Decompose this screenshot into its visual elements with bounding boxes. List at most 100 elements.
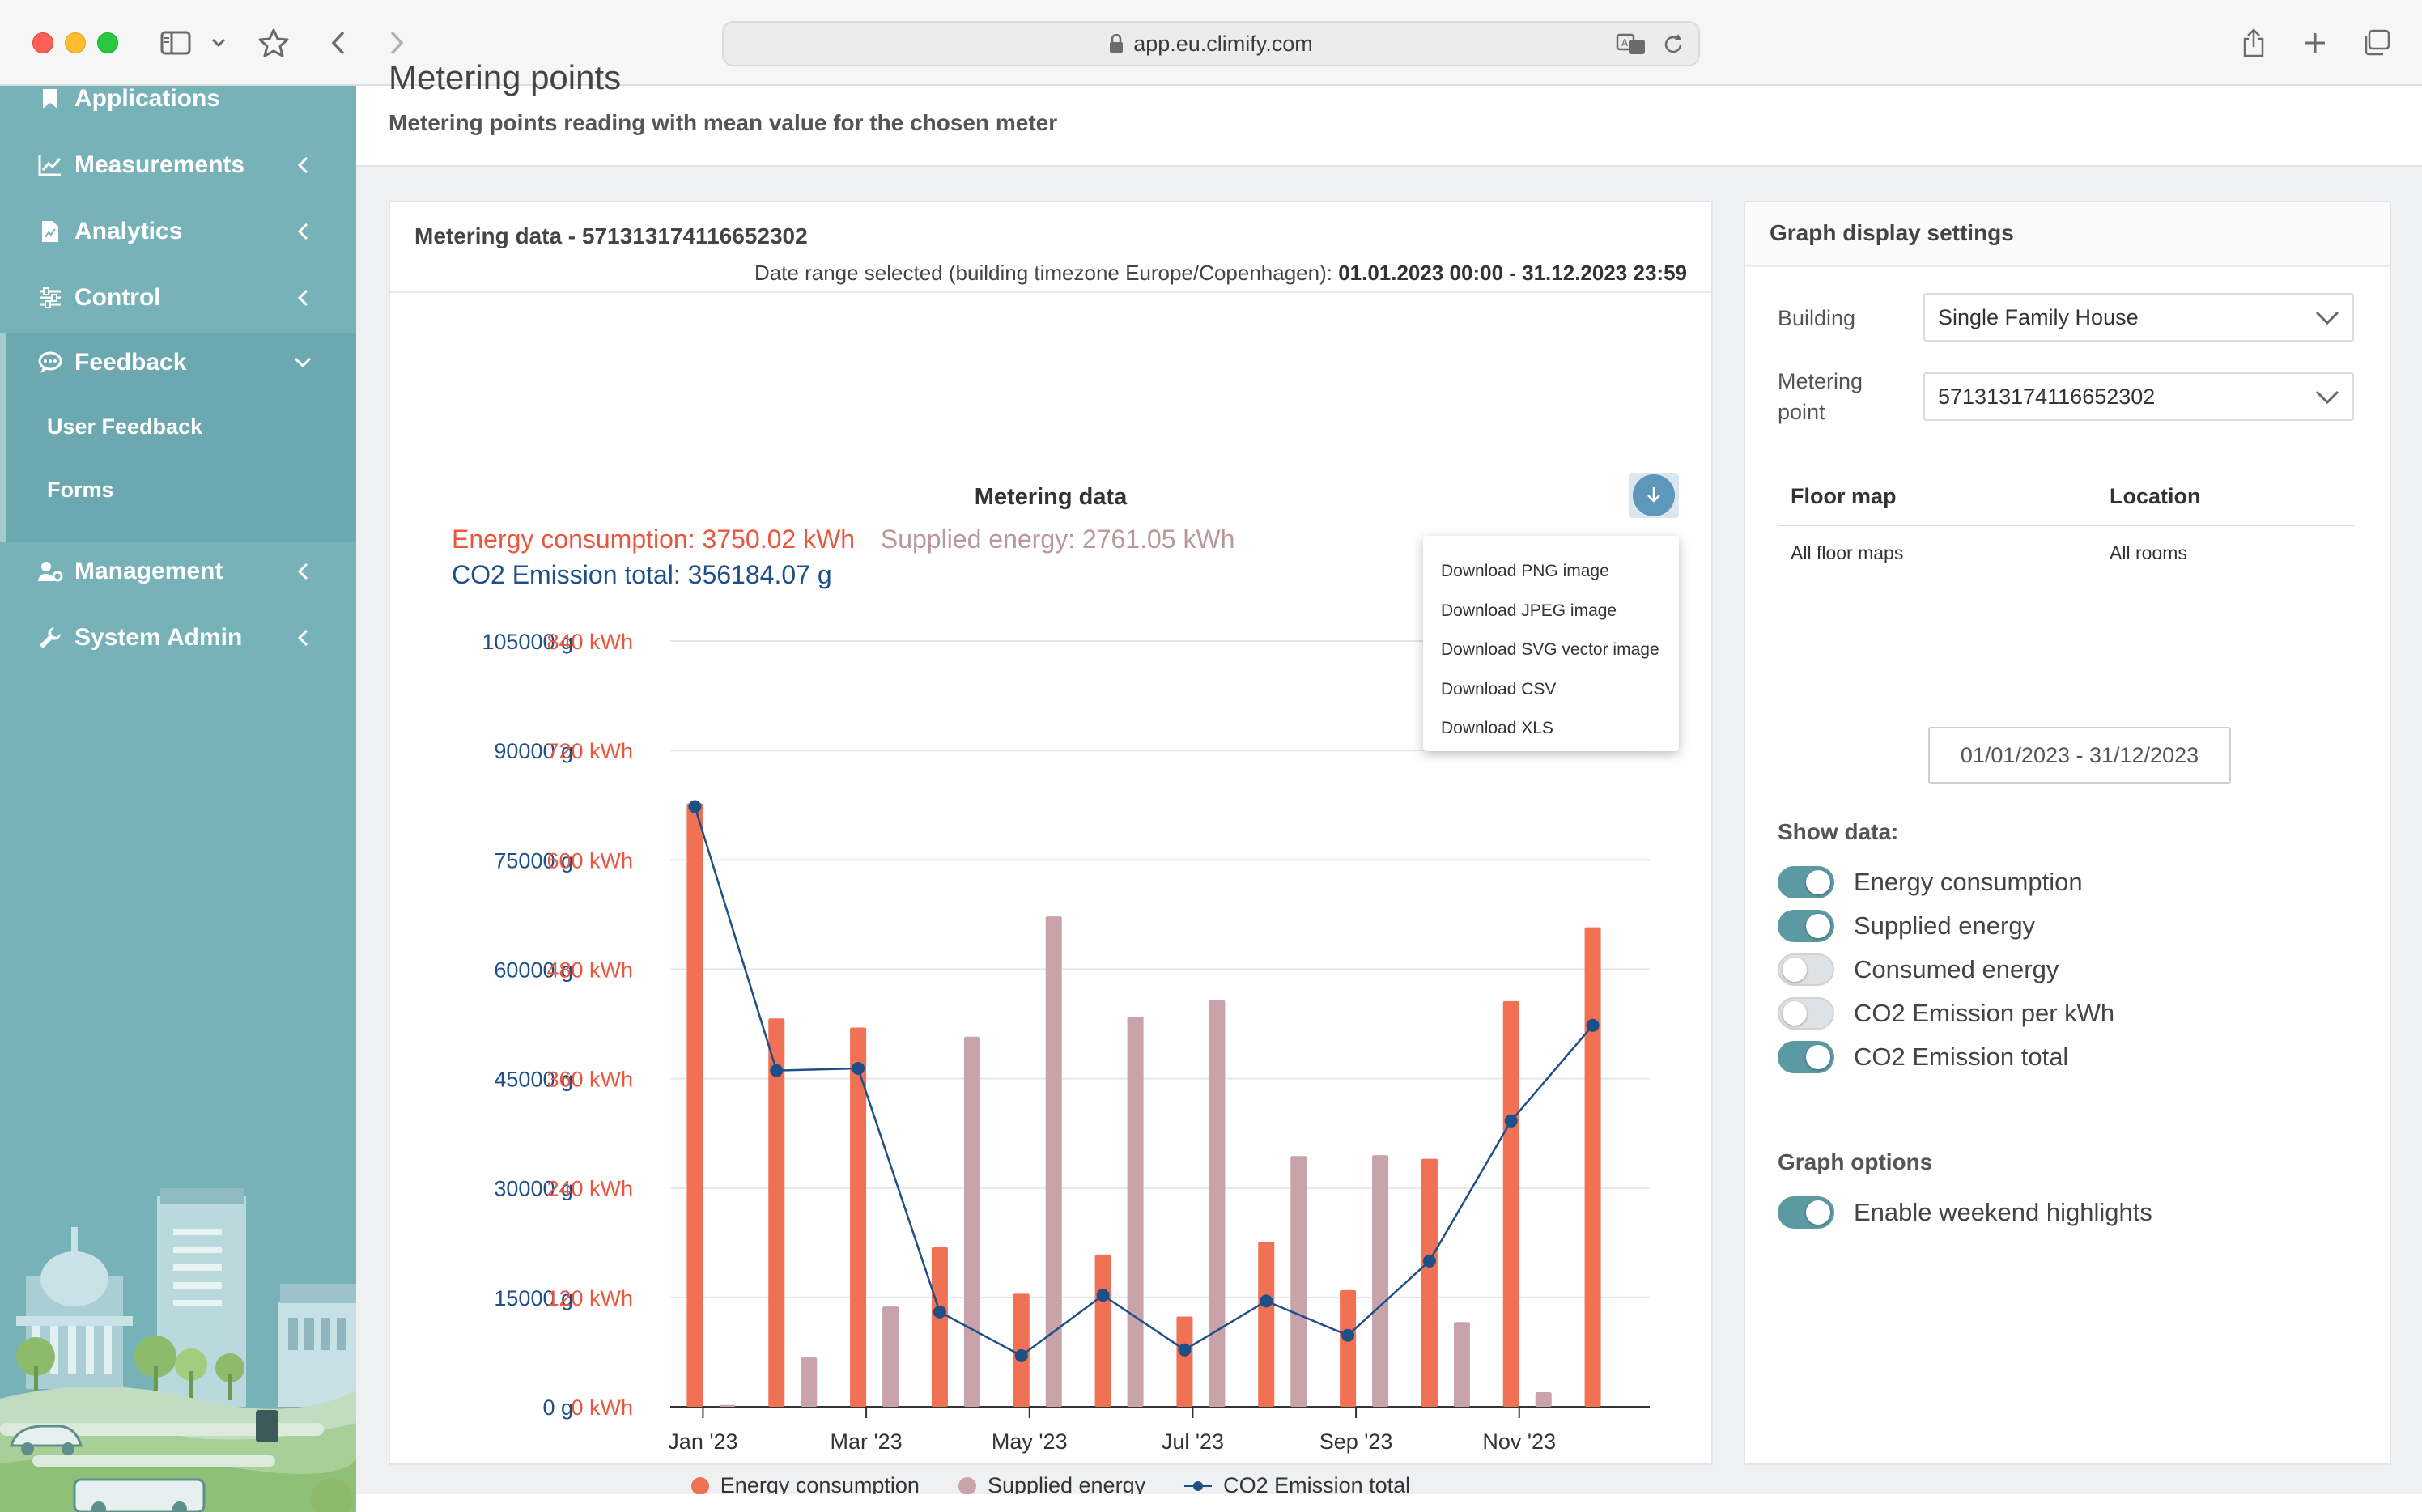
bar-supplied-energy <box>882 1306 899 1407</box>
chevron-down-icon <box>2315 308 2339 329</box>
bar-energy-consumption <box>931 1247 948 1407</box>
table-row[interactable]: All floor maps All rooms <box>1778 526 2354 583</box>
y-axis-g-tick-label: 90000 g <box>494 739 573 763</box>
url-text: app.eu.climify.com <box>1133 31 1313 56</box>
x-axis-tick-label: Sep '23 <box>1319 1429 1393 1454</box>
legend-supplied-energy[interactable]: Supplied energy <box>958 1473 1145 1498</box>
bar-energy-consumption <box>1094 1254 1111 1407</box>
y-axis-kwh-tick-label: 240 kWh <box>546 1177 633 1201</box>
legend-label: CO2 Emission total <box>1223 1473 1411 1497</box>
sidebar-subitem-forms[interactable]: Forms <box>47 478 114 502</box>
date-range-value: 01.01.2023 00:00 - 31.12.2023 23:59 <box>1338 261 1687 285</box>
download-menu: Download PNG image Download JPEG image D… <box>1423 536 1679 751</box>
sidebar-item-label: Management <box>74 558 223 584</box>
supplied-energy-toggle[interactable] <box>1778 910 1834 942</box>
line-chart-icon <box>37 152 63 178</box>
co2-emission-point <box>1014 1348 1028 1362</box>
y-axis-kwh-tick-label: 600 kWh <box>546 848 633 873</box>
co2-emission-point <box>1422 1254 1436 1268</box>
sidebar-subitem-user-feedback[interactable]: User Feedback <box>47 414 203 439</box>
legend-line-swatch <box>1184 1480 1213 1491</box>
date-range-input[interactable]: 01/01/2023 - 31/12/2023 <box>1928 727 2231 784</box>
weekend-highlights-toggle[interactable] <box>1778 1196 1834 1229</box>
y-axis-g-tick-label: 60000 g <box>494 958 573 982</box>
download-svg-option[interactable]: Download SVG vector image <box>1441 640 1659 660</box>
chevron-down-icon[interactable] <box>207 21 230 65</box>
toggle-label: CO2 Emission per kWh <box>1854 999 2115 1027</box>
bar-energy-consumption <box>1584 927 1601 1407</box>
download-arrow-icon <box>1633 474 1675 516</box>
sidebar-toggle-icon[interactable] <box>155 21 196 65</box>
wrench-icon <box>37 625 63 651</box>
floor-map-table-header: Floor map Location <box>1778 469 2354 526</box>
y-axis-g-tick-label: 75000 g <box>494 848 573 873</box>
new-tab-icon[interactable] <box>2299 21 2331 65</box>
legend-swatch <box>690 1476 709 1495</box>
x-axis-tick-label: May '23 <box>992 1429 1068 1454</box>
sliders-icon <box>37 285 63 311</box>
download-xls-option[interactable]: Download XLS <box>1441 719 1553 738</box>
sidebar-item-label: Applications <box>74 86 221 112</box>
bookmark-star-icon[interactable] <box>256 21 291 65</box>
sidebar-item-management[interactable]: Management <box>0 542 356 601</box>
bar-supplied-energy <box>1372 1155 1389 1407</box>
tab-overview-icon[interactable] <box>2359 21 2394 65</box>
co2-emission-per-kwh-toggle[interactable] <box>1778 997 1834 1030</box>
bar-energy-consumption <box>1258 1242 1275 1407</box>
translate-icon[interactable]: A <box>1616 32 1648 62</box>
chevron-left-icon <box>291 154 314 176</box>
address-bar[interactable]: app.eu.climify.com A <box>722 21 1700 66</box>
reload-icon[interactable] <box>1663 33 1684 62</box>
legend-energy-consumption[interactable]: Energy consumption <box>690 1473 920 1498</box>
browser-toolbar: app.eu.climify.com A <box>0 0 2422 86</box>
bar-energy-consumption <box>768 1018 785 1407</box>
co2-emission-point <box>770 1064 784 1077</box>
download-csv-option[interactable]: Download CSV <box>1441 679 1557 699</box>
sidebar-item-system-admin[interactable]: System Admin <box>0 609 356 667</box>
page-header: Metering points Metering points reading … <box>356 58 2422 167</box>
co2-emission-total-toggle[interactable] <box>1778 1041 1834 1073</box>
x-axis-tick-label: Nov '23 <box>1482 1429 1556 1454</box>
chart-download-button[interactable] <box>1629 473 1679 518</box>
y-axis-g-tick-label: 30000 g <box>494 1177 573 1201</box>
minimize-window-button[interactable] <box>65 32 86 53</box>
toggle-row-consumed-energy: Consumed energy <box>1778 952 2059 987</box>
y-axis-kwh-tick-label: 0 kWh <box>571 1395 633 1420</box>
sidebar-item-control[interactable]: Control <box>0 269 356 327</box>
legend-co2-emission-total[interactable]: CO2 Emission total <box>1184 1473 1410 1498</box>
building-select[interactable]: Single Family House <box>1923 293 2354 342</box>
chart-totals-row: Energy consumption: 3750.02 kWh Supplied… <box>452 525 1234 554</box>
legend-label: Supplied energy <box>987 1473 1146 1497</box>
toggle-label: Supplied energy <box>1854 911 2036 940</box>
co2-emission-point <box>933 1305 946 1319</box>
sidebar-item-measurements[interactable]: Measurements <box>0 136 356 194</box>
document-chart-icon <box>37 219 63 244</box>
toggle-label: Enable weekend highlights <box>1854 1198 2152 1226</box>
co2-emission-point <box>1260 1294 1273 1308</box>
zoom-window-button[interactable] <box>97 32 118 53</box>
close-window-button[interactable] <box>32 32 53 53</box>
energy-consumption-toggle[interactable] <box>1778 866 1834 898</box>
energy-total: Energy consumption: 3750.02 kWh <box>452 525 856 554</box>
share-icon[interactable] <box>2237 21 2270 65</box>
sidebar-item-feedback[interactable]: Feedback <box>0 333 356 392</box>
metering-point-select[interactable]: 571313174116652302 <box>1923 372 2354 421</box>
download-png-option[interactable]: Download PNG image <box>1441 562 1609 581</box>
sidebar-item-applications[interactable]: Applications <box>0 86 356 128</box>
date-range-label: Date range selected (building timezone E… <box>754 261 1687 286</box>
page-title: Metering points <box>389 58 622 96</box>
floor-map-header: Floor map <box>1791 484 1897 508</box>
y-axis-kwh-tick-label: 480 kWh <box>546 958 633 982</box>
lock-icon <box>1109 34 1124 53</box>
consumed-energy-toggle[interactable] <box>1778 953 1834 986</box>
toggle-label: Consumed energy <box>1854 955 2059 983</box>
sidebar-item-label: Measurements <box>74 151 245 178</box>
chevron-down-icon <box>291 351 314 374</box>
back-arrow-icon[interactable] <box>324 21 353 65</box>
card-title: Metering data - 571313174116652302 <box>414 223 808 248</box>
forward-arrow-icon[interactable] <box>382 21 411 65</box>
sidebar-item-analytics[interactable]: Analytics <box>0 202 356 261</box>
download-jpeg-option[interactable]: Download JPEG image <box>1441 601 1617 620</box>
y-axis-g-tick-label: 105000 g <box>482 630 573 654</box>
